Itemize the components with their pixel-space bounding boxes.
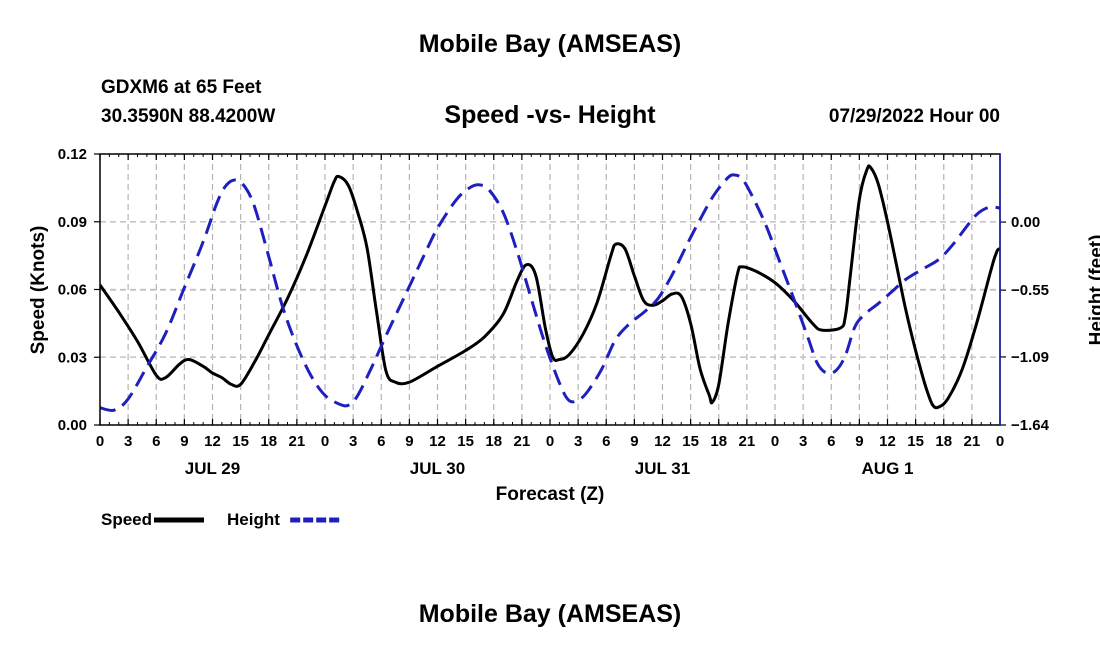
x-tick-label: 9 <box>180 433 188 450</box>
day-label: JUL 31 <box>635 459 690 478</box>
forecast-datetime: 07/29/2022 Hour 00 <box>828 106 1000 127</box>
legend-label-speed: Speed <box>101 510 152 529</box>
legend-label-height: Height <box>227 510 280 529</box>
x-tick-label: 3 <box>349 433 357 450</box>
x-tick-label: 12 <box>204 433 221 450</box>
x-tick-label: 15 <box>457 433 474 450</box>
series-layer <box>100 164 1000 413</box>
x-tick-label: 18 <box>485 433 502 450</box>
x-tick-label: 21 <box>964 433 981 450</box>
second-chart-title: Mobile Bay (AMSEAS) <box>418 600 682 628</box>
x-tick-label: 3 <box>574 433 582 450</box>
y2-axis-label: Height (feet) <box>1086 235 1100 346</box>
x-axis-label: Forecast (Z) <box>496 484 605 505</box>
day-label: AUG 1 <box>862 459 914 478</box>
x-tick-label: 0 <box>321 433 329 450</box>
x-tick-label: 15 <box>907 433 924 450</box>
y-tick-label: 0.12 <box>58 146 87 163</box>
x-tick-label: 18 <box>260 433 277 450</box>
x-tick-label: 18 <box>935 433 952 450</box>
x-tick-label: 15 <box>232 433 249 450</box>
x-tick-label: 0 <box>996 433 1004 450</box>
day-label: JUL 30 <box>410 459 465 478</box>
x-tick-label: 3 <box>124 433 132 450</box>
day-label: JUL 29 <box>185 459 240 478</box>
x-tick-label: 9 <box>630 433 638 450</box>
x-tick-label: 6 <box>602 433 610 450</box>
x-tick-label: 12 <box>429 433 446 450</box>
x-tick-label: 21 <box>739 433 756 450</box>
x-tick-label: 15 <box>682 433 699 450</box>
x-tick-label: 21 <box>514 433 531 450</box>
y-tick-label: 0.09 <box>58 214 87 231</box>
series-line-height <box>100 173 1000 413</box>
station-label: GDXM6 at 65 Feet <box>101 77 262 98</box>
x-tick-label: 12 <box>879 433 896 450</box>
x-tick-label: 0 <box>96 433 104 450</box>
y-tick-label: 0.03 <box>58 349 87 366</box>
legend: Speed Height <box>101 510 341 529</box>
y2-tick-label: −1.64 <box>1011 417 1050 434</box>
coordinates-label: 30.3590N 88.4200W <box>101 106 276 127</box>
grid-lines <box>100 154 1000 425</box>
x-tick-label: 3 <box>799 433 807 450</box>
y-axis-label: Speed (Knots) <box>28 226 49 355</box>
y2-tick-label: −1.09 <box>1011 349 1049 366</box>
chart-title: Mobile Bay (AMSEAS) <box>418 30 682 58</box>
x-tick-label: 6 <box>827 433 835 450</box>
chart-subtitle: Speed -vs- Height <box>444 101 656 129</box>
x-tick-label: 12 <box>654 433 671 450</box>
x-tick-label: 6 <box>377 433 385 450</box>
y2-tick-label: 0.00 <box>1011 214 1040 231</box>
axes: 0 3 6 9 12 15 18 21 0 3 6 9 12 15 18 21 0 3 6 9 12 15 18 21 0 3 6 9… <box>58 146 1050 478</box>
x-tick-label: 21 <box>289 433 306 450</box>
y-tick-label: 0.06 <box>58 282 87 299</box>
y2-tick-label: −0.55 <box>1011 282 1049 299</box>
y-tick-label: 0.00 <box>58 417 87 434</box>
series-line-speed <box>100 164 1000 410</box>
x-tick-label: 9 <box>405 433 413 450</box>
x-tick-label: 0 <box>771 433 779 450</box>
x-tick-label: 18 <box>710 433 727 450</box>
x-tick-label: 0 <box>546 433 554 450</box>
x-tick-label: 6 <box>152 433 160 450</box>
x-tick-label: 9 <box>855 433 863 450</box>
